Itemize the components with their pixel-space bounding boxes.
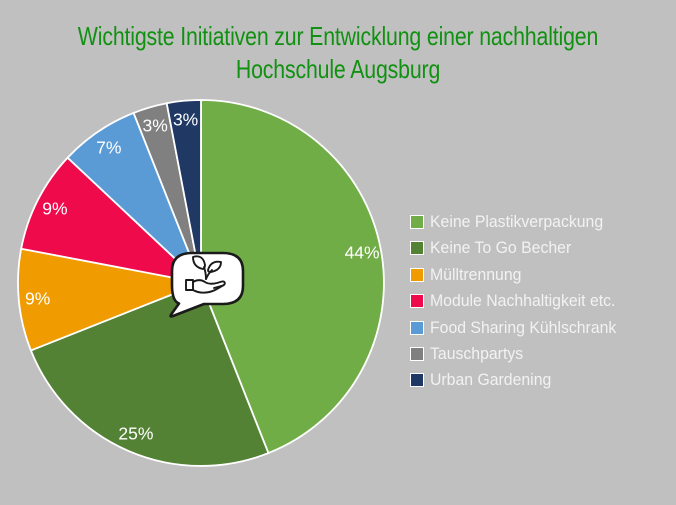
pie-slice-label: 44%	[345, 242, 380, 262]
legend-item-3: Mülltrennung	[410, 264, 630, 284]
legend-item-6: Tauschpartys	[410, 343, 630, 363]
legend-item-4: Module Nachhaltigkeit etc.	[410, 291, 630, 311]
legend-label: Keine Plastikverpackung	[430, 212, 604, 231]
pie-slice-label: 3%	[173, 110, 198, 130]
speech-bubble-shape	[169, 251, 245, 318]
legend-item-1: Keine Plastikverpackung	[410, 212, 630, 231]
pie-slice-label: 25%	[118, 424, 153, 444]
legend-label: Module Nachhaltigkeit etc.	[430, 291, 616, 311]
pie-slice-2	[30, 282, 270, 467]
pie-chart: 44% 25% 9% 9% 7% 3% 3%	[17, 99, 385, 467]
legend-swatch	[410, 320, 424, 335]
pie-slice-7	[165, 99, 202, 284]
chart-title: Wichtigste Initiativen zur Entwicklung e…	[61, 20, 615, 86]
chart-title-line1: Wichtigste Initiativen zur Entwicklung e…	[77, 21, 599, 51]
legend-swatch	[410, 346, 424, 361]
legend-swatch	[410, 215, 424, 229]
legend-label: Mülltrennung	[430, 264, 522, 284]
legend-item-5: Food Sharing Kühlschrank	[410, 317, 630, 337]
legend-swatch	[410, 373, 424, 388]
legend-swatch	[410, 241, 424, 256]
pie-slice-3	[17, 247, 202, 352]
legend-swatch	[410, 294, 424, 309]
hand-plant-icon	[207, 260, 222, 273]
legend-label: Food Sharing Kühlschrank	[430, 317, 617, 337]
legend-label: Urban Gardening	[430, 370, 552, 390]
pie-slice-label: 7%	[96, 137, 121, 157]
legend-item-7: Urban Gardening	[410, 370, 630, 390]
pie-slice-label: 9%	[42, 199, 67, 219]
legend: Keine Plastikverpackung Keine To Go Beche…	[410, 212, 630, 398]
pie-slice-label: 9%	[25, 288, 50, 308]
chart-title-line2: Hochschule Augsburg	[235, 54, 441, 84]
hand-plant-icon	[192, 279, 226, 289]
hand-plant-icon	[205, 269, 213, 280]
pie-slice-label: 3%	[143, 116, 168, 136]
legend-item-2: Keine To Go Becher	[410, 238, 630, 258]
pie-slice-4	[20, 156, 202, 284]
speech-bubble	[169, 251, 245, 318]
legend-label: Keine To Go Becher	[430, 238, 572, 258]
legend-label: Tauschpartys	[430, 343, 524, 363]
pie-slice-1	[200, 99, 385, 454]
hand-plant-icon	[192, 284, 224, 294]
legend-swatch	[410, 267, 424, 282]
